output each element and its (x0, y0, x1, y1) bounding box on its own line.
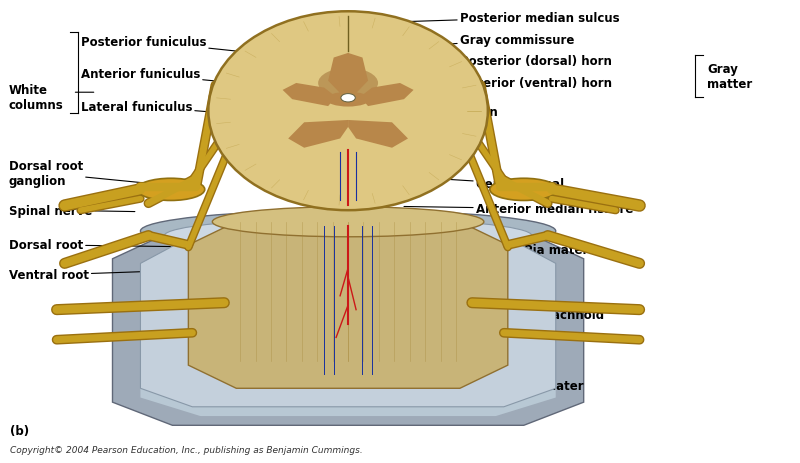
Text: Anterior (ventral) horn: Anterior (ventral) horn (422, 77, 612, 90)
Text: Posterior funiculus: Posterior funiculus (81, 36, 276, 56)
Text: Spinal nerve: Spinal nerve (9, 204, 135, 217)
Text: Anterior funiculus: Anterior funiculus (81, 68, 284, 88)
Text: Gray commissure: Gray commissure (392, 33, 574, 49)
Text: Central canal: Central canal (400, 177, 564, 191)
Text: Posterior median sulcus: Posterior median sulcus (368, 12, 619, 25)
Ellipse shape (165, 219, 532, 253)
Ellipse shape (208, 12, 488, 211)
Text: Arachnoid: Arachnoid (518, 308, 606, 321)
Text: White
columns: White columns (9, 84, 63, 112)
Text: (b): (b) (10, 425, 30, 438)
Polygon shape (282, 84, 336, 107)
Text: Ventral root: Ventral root (9, 269, 180, 282)
Polygon shape (113, 232, 584, 425)
Ellipse shape (212, 207, 484, 237)
Text: Dorsal root
ganglion: Dorsal root ganglion (9, 160, 172, 188)
Text: Dura mater: Dura mater (474, 379, 583, 392)
Polygon shape (348, 121, 408, 149)
Ellipse shape (141, 211, 556, 252)
Polygon shape (360, 84, 414, 107)
Polygon shape (288, 121, 348, 149)
Text: Lateral horn: Lateral horn (408, 106, 498, 119)
Text: Pia mater: Pia mater (492, 244, 588, 257)
Text: Lateral funiculus: Lateral funiculus (81, 100, 284, 119)
Ellipse shape (490, 179, 558, 201)
Circle shape (341, 94, 355, 103)
Text: Dorsal root: Dorsal root (9, 239, 184, 252)
Text: Gray
matter: Gray matter (707, 63, 753, 91)
Ellipse shape (326, 93, 370, 107)
Text: Posterior (dorsal) horn: Posterior (dorsal) horn (414, 55, 612, 69)
Ellipse shape (318, 69, 378, 99)
Polygon shape (328, 54, 368, 102)
Polygon shape (188, 222, 508, 388)
Text: Anterior median fissure: Anterior median fissure (404, 203, 634, 216)
Text: Copyright© 2004 Pearson Education, Inc., publishing as Benjamin Cummings.: Copyright© 2004 Pearson Education, Inc.,… (10, 445, 363, 454)
Polygon shape (141, 236, 556, 407)
Ellipse shape (137, 179, 205, 201)
Polygon shape (141, 250, 556, 416)
